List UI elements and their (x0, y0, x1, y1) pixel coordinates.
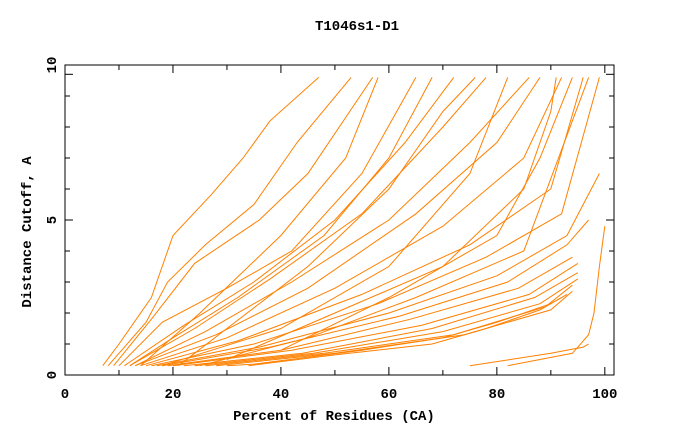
x-tick-label: 0 (61, 387, 69, 403)
x-tick-label: 80 (488, 387, 505, 403)
series-line-13 (162, 219, 589, 367)
series-line-15 (172, 262, 579, 367)
x-tick-label: 60 (380, 387, 397, 403)
x-tick-label: 20 (165, 387, 182, 403)
x-axis-label: Percent of Residues (CA) (233, 409, 435, 425)
series-line-3 (113, 77, 374, 367)
x-tick-label: 40 (273, 387, 290, 403)
series-line-8 (135, 77, 541, 367)
series-line-10 (145, 77, 584, 367)
chart-title: T1046s1-D1 (315, 19, 399, 35)
y-axis-label: Distance Cutoff, A (20, 156, 36, 308)
series-line-24 (226, 77, 557, 360)
series-line-29 (469, 343, 589, 367)
series-line-12 (156, 173, 600, 367)
series-layer (102, 77, 606, 367)
series-line-30 (507, 226, 606, 367)
series-line-23 (140, 77, 379, 367)
series-line-2 (107, 77, 352, 367)
y-tick-label: 5 (45, 216, 61, 224)
series-line-6 (129, 77, 487, 367)
series-line-9 (140, 77, 563, 367)
series-line-26 (162, 77, 509, 367)
series-line-7 (134, 77, 530, 367)
ticks-layer: 0 20 40 60 80 100 0 5 10 (45, 57, 617, 403)
plot-frame (64, 64, 615, 376)
series-line-1 (102, 77, 320, 366)
series-line-27 (199, 77, 590, 367)
series-line-5 (124, 77, 455, 367)
series-line-11 (151, 77, 600, 367)
series-line-14 (167, 256, 573, 367)
series-line-17 (194, 278, 579, 367)
y-tick-label: 0 (45, 371, 61, 379)
series-line-16 (183, 272, 579, 367)
series-line-25 (280, 77, 573, 351)
x-tick-label: 100 (592, 387, 617, 403)
series-line-21 (248, 297, 562, 367)
series-line-28 (129, 77, 433, 367)
y-tick-label: 10 (45, 57, 61, 74)
series-line-4 (118, 77, 417, 367)
series-line-22 (178, 77, 476, 367)
